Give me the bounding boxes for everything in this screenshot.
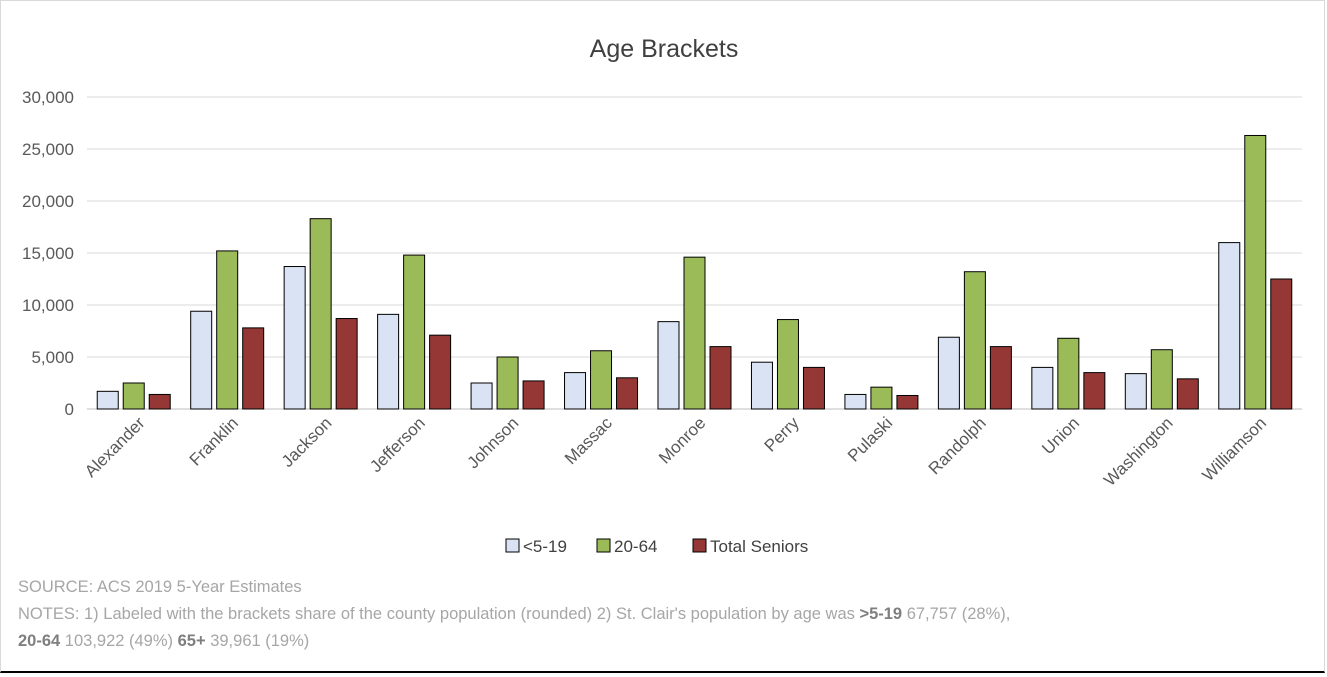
y-tick-label: 25,000 [22,140,74,159]
bar-pulaski-1 [870,386,893,410]
bar-williamson-0 [1218,242,1241,410]
x-category-label: Jefferson [366,413,429,476]
x-category-label: Perry [761,413,804,456]
bar-randolph-0 [937,336,960,410]
y-tick-label: 0 [65,400,74,419]
bracket-value-20-64: 103,922 (49%) [60,632,178,650]
x-category-label: Monroe [655,413,709,467]
bar-jefferson-1 [403,254,426,410]
source-note: SOURCE: ACS 2019 5-Year Estimates [18,578,302,596]
bar-williamson-1 [1244,134,1267,410]
bar-chart: Age Brackets 0 5,000 10,000 15,000 20,000 25,… [22,35,1302,556]
legend-label: <5-19 [523,537,567,556]
bar-washington-1 [1150,349,1173,410]
bar-monroe-1 [683,256,706,410]
y-tick-label: 20,000 [22,192,74,211]
chart-title: Age Brackets [590,35,739,63]
bar-perry-1 [776,319,799,410]
x-category-label: Massac [561,413,616,468]
bar-union-2 [1083,372,1106,410]
bar-jefferson-2 [429,334,452,410]
bar-monroe-2 [709,346,732,410]
bar-randolph-2 [989,346,1012,410]
bar-williamson-2 [1270,278,1293,410]
x-category-label: Jackson [278,413,336,471]
bar-jackson-1 [309,218,332,410]
bar-randolph-1 [963,271,986,410]
x-category-label: Williamson [1199,413,1271,485]
x-category-label: Randolph [925,413,990,478]
y-tick-label: 30,000 [22,88,74,107]
bar-washington-0 [1124,373,1147,410]
bar-massac-1 [590,350,613,410]
legend-swatch [505,538,520,553]
legend-label: Total Seniors [710,537,808,556]
bar-union-0 [1031,366,1054,410]
bar-franklin-2 [242,327,265,410]
y-tick-label: 5,000 [31,348,74,367]
bar-alexander-1 [122,382,145,410]
x-category-label: Union [1038,413,1083,458]
notes-line1: NOTES: 1) Labeled with the brackets shar… [18,605,860,623]
bracket-label-20-64: 20-64 [18,632,61,650]
bar-jefferson-0 [377,313,400,410]
bar-massac-2 [616,377,639,410]
bars [96,134,1293,410]
x-axis-labels: Alexander Franklin Jackson Jefferson Johnson… [81,413,1270,490]
x-category-label: Franklin [186,413,242,469]
notes-text: NOTES: 1) Labeled with the brackets shar… [18,601,1308,655]
bracket-value-5-19: 67,757 (28%), [902,605,1011,623]
x-category-label: Washington [1100,413,1176,489]
bar-jackson-0 [283,266,306,410]
bar-johnson-1 [496,356,519,410]
bar-perry-2 [802,366,825,410]
bar-johnson-2 [522,380,545,410]
bar-alexander-0 [96,390,119,410]
bracket-label-5-19: >5-19 [859,605,903,623]
bar-massac-0 [564,372,587,410]
bar-franklin-1 [216,250,239,410]
bar-perry-0 [750,361,773,410]
notes-block: SOURCE: ACS 2019 5-Year Estimates NOTES:… [18,574,1308,655]
y-tick-label: 10,000 [22,296,74,315]
bar-pulaski-0 [844,393,867,410]
x-category-label: Johnson [464,413,523,472]
bracket-label-65-plus: 65+ [177,632,206,650]
legend-swatch [692,538,707,553]
bar-pulaski-2 [896,394,919,410]
y-axis-ticks: 0 5,000 10,000 15,000 20,000 25,000 30,000 [22,88,74,419]
y-tick-label: 15,000 [22,244,74,263]
x-category-label: Alexander [81,413,149,481]
bar-johnson-0 [470,382,493,410]
bar-monroe-0 [657,321,680,410]
bar-alexander-2 [148,393,171,410]
legend-swatch [596,538,611,553]
x-category-label: Pulaski [844,413,896,465]
legend: <5-19 20-64 Total Seniors [505,537,808,556]
bar-franklin-0 [190,310,213,410]
bar-washington-2 [1176,378,1199,410]
bracket-value-65-plus: 39,961 (19%) [205,632,310,650]
bar-jackson-2 [335,318,358,410]
bar-union-1 [1057,337,1080,410]
legend-label: 20-64 [614,537,657,556]
